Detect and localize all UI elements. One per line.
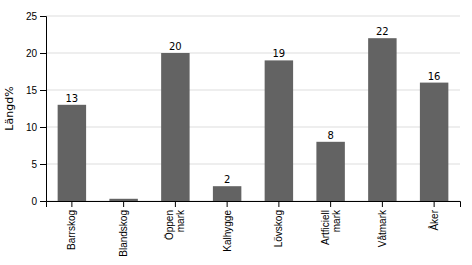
x-tick-mark	[71, 201, 72, 207]
y-tick-mark	[40, 127, 46, 128]
grid-line	[46, 127, 460, 128]
x-tick-label-line: Åker	[428, 209, 440, 230]
x-tick-label: Lövskog	[273, 210, 284, 247]
y-tick: 10	[26, 122, 46, 133]
grid-line	[46, 90, 460, 91]
y-tick-label: 0	[31, 196, 37, 207]
x-tick-label-line: Artficiell	[320, 210, 331, 245]
chart-svg: 132021982216BarrskogBlandskogÖppenmarkKa…	[0, 0, 472, 265]
bar	[420, 83, 448, 201]
x-tick: Våtmark	[377, 201, 388, 247]
bar	[109, 199, 137, 201]
x-tick: Barrskog	[66, 201, 77, 250]
y-axis: 0 5 10 15 20 25	[26, 11, 47, 207]
y-tick-mark	[40, 16, 46, 17]
bar	[161, 53, 189, 201]
y-tick: 5	[31, 159, 46, 170]
x-tick-label: Våtmark	[377, 209, 388, 247]
x-tick-label-line: Öppen	[164, 210, 175, 240]
value-label: 2	[224, 174, 230, 185]
y-tick-label: 10	[26, 122, 38, 133]
value-label: 8	[327, 130, 333, 141]
x-tick-label: Åker	[428, 209, 440, 230]
value-label: 19	[273, 48, 286, 59]
value-label: 13	[66, 93, 79, 104]
x-tick-label: Blandskog	[118, 210, 129, 257]
grid-line	[46, 164, 460, 165]
x-tick: Lövskog	[273, 201, 284, 247]
value-label: 16	[428, 71, 441, 82]
y-axis-line	[40, 17, 47, 202]
x-tick: Blandskog	[118, 201, 129, 257]
bar	[368, 38, 396, 201]
x-tick-label-line: Blandskog	[118, 210, 129, 257]
y-tick-label: 25	[26, 11, 38, 22]
bar	[316, 142, 344, 201]
bar	[58, 105, 86, 201]
x-tick-label-line: Våtmark	[377, 209, 388, 247]
bar	[265, 60, 293, 201]
y-axis-title: Längd%	[3, 86, 16, 130]
y-tick: 0	[31, 196, 46, 207]
y-tick-mark	[40, 90, 46, 91]
y-tick-label: 15	[26, 85, 38, 96]
x-tick-label-line: mark	[175, 209, 186, 232]
x-tick-mark	[175, 201, 176, 207]
x-tick-label: Artficiellmark	[320, 209, 342, 245]
x-tick-label-line: Lövskog	[273, 210, 284, 247]
x-tick-mark	[382, 201, 383, 207]
y-tick: 25	[26, 11, 46, 22]
x-tick-mark	[227, 201, 228, 207]
y-tick-mark	[40, 201, 46, 202]
x-tick-label-line: Kalhygge	[222, 210, 233, 252]
x-tick-label: Öppenmark	[164, 209, 186, 240]
bars	[58, 38, 449, 201]
y-tick-mark	[40, 164, 46, 165]
x-tick-mark	[123, 201, 124, 207]
x-tick: Öppenmark	[164, 201, 186, 240]
x-axis-line	[47, 202, 461, 208]
x-tick: Kalhygge	[222, 201, 233, 252]
grid-line	[46, 53, 460, 54]
x-tick-mark	[278, 201, 279, 207]
bar	[213, 186, 241, 201]
x-tick-label-line: Barrskog	[66, 210, 77, 250]
x-tick-mark	[330, 201, 331, 207]
y-tick: 20	[26, 48, 46, 59]
x-tick-label: Kalhygge	[222, 210, 233, 252]
value-labels: 13 20 2 19 8 22 16	[66, 26, 441, 185]
y-tick-mark	[40, 53, 46, 54]
value-label: 20	[169, 41, 182, 52]
x-tick: Artficiellmark	[320, 201, 342, 245]
value-label: 22	[376, 26, 389, 37]
y-tick-label: 5	[31, 159, 37, 170]
x-tick-mark	[434, 201, 435, 207]
x-tick: Åker	[428, 201, 440, 231]
chart-container: 132021982216BarrskogBlandskogÖppenmarkKa…	[0, 0, 472, 265]
x-tick-label-line: mark	[331, 209, 342, 232]
x-axis: BarrskogBlandskogÖppenmarkKalhyggeLövsko…	[47, 201, 461, 257]
y-tick: 15	[26, 85, 46, 96]
grid	[46, 16, 460, 201]
grid-line	[46, 16, 460, 17]
y-tick-label: 20	[26, 48, 38, 59]
x-tick-label: Barrskog	[66, 210, 77, 250]
plot-area: 132021982216BarrskogBlandskogÖppenmarkKa…	[26, 11, 461, 257]
